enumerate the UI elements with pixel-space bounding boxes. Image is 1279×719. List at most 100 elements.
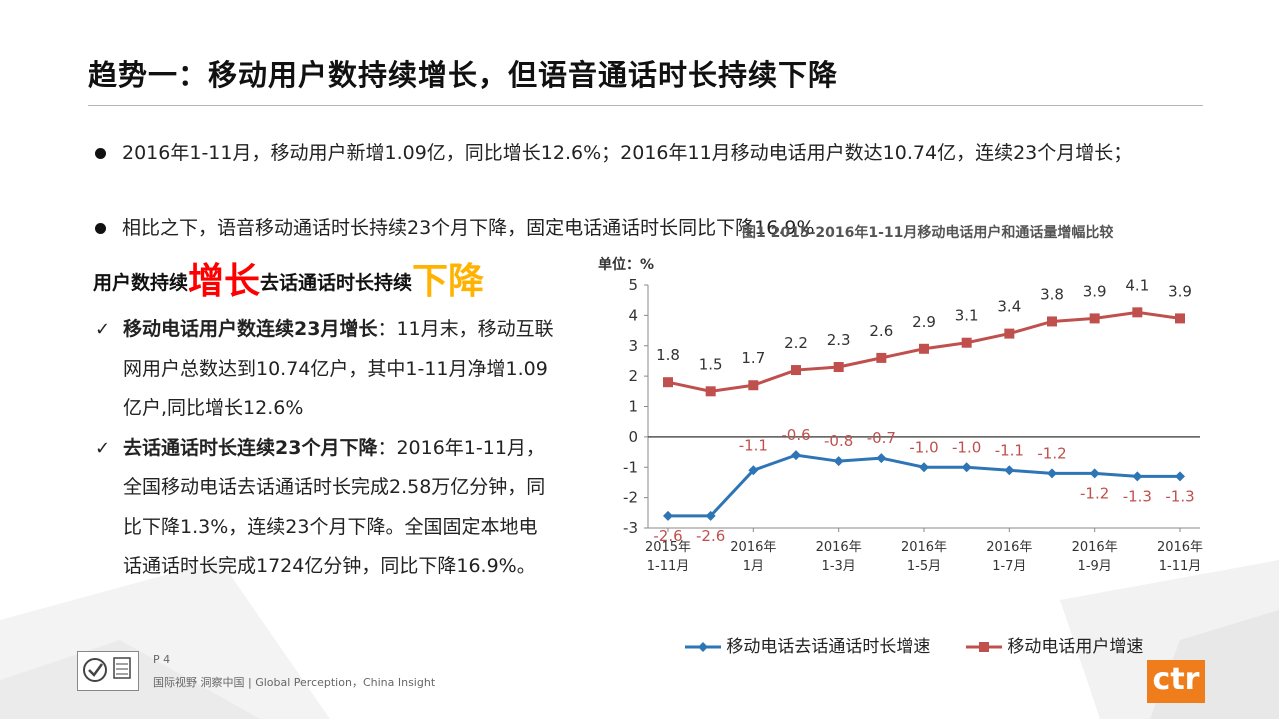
footer-slogan: 国际视野 洞察中国 | Global Perception，China Insi… [153,676,436,689]
data-label: -2.6 [696,527,725,545]
red-point [791,365,801,376]
x-tick-label: 2016年 [1072,540,1118,555]
data-label: -0.8 [824,432,853,450]
blue-point [1132,471,1143,482]
headline-part3: 去话通话时长持续 [260,272,413,294]
blue-point [791,450,801,461]
y-tick-label: -1 [623,458,638,476]
legend-item-blue: 移动电话去话通话时长增速 [685,632,930,657]
blue-point [833,456,844,467]
data-label: 2.9 [912,313,936,331]
blue-point [748,465,759,476]
ctr-logo: ctr [1147,660,1205,703]
x-tick-label: 2016年 [901,540,947,555]
red-point [748,380,759,391]
y-tick-label: 4 [628,306,638,324]
data-label: -0.7 [867,429,896,447]
red-point [1004,328,1015,339]
bullet-dot-icon [95,223,106,234]
blue-point [663,510,673,521]
line-chart: 单位：% 5 4 3 2 1 0 -1 -2 -3 2015年 1-11月 2016年 1月 2016年 1-… [598,256,1203,574]
red-point [919,343,929,354]
blue-point [1089,468,1100,479]
check-lead: 去话通话时长连续23个月下降 [123,436,378,459]
legend-label: 移动电话用户增速 [1007,637,1144,657]
blue-point [1175,471,1185,482]
x-tick-label: 1-9月 [1078,559,1112,574]
x-tick-label: 1-7月 [992,559,1026,574]
title-divider [88,105,1203,106]
check-lead: 移动电话用户数连续23月增长 [123,318,378,340]
data-label: -1.2 [1037,444,1066,462]
data-label: 2.2 [784,334,808,352]
y-tick-label: 3 [628,337,638,355]
blue-point [1047,468,1057,479]
bullet-text: 2016年1-11月，移动用户新增1.09亿，同比增长12.6%；2016年11… [122,142,1133,164]
certification-logo [77,651,139,691]
red-point [1089,313,1100,324]
y-axis-label: 单位：% [598,256,654,273]
data-label: 3.4 [997,298,1021,316]
data-label: 2.6 [869,322,893,340]
data-label: -1.2 [1080,484,1109,502]
data-label: -2.6 [653,527,682,545]
blue-point [961,462,972,473]
x-tick-label: 1月 [743,559,764,574]
check-list: ✓ 移动电话用户数连续23月增长：11月末，移动互联网用户总数达到10.74亿户… [95,310,555,587]
headline-decline: 下降 [412,261,485,302]
red-point [1047,316,1057,327]
x-tick-label: 2015年 [645,540,691,555]
checkmark-icon: ✓ [95,319,111,340]
x-tick-label: 1-11月 [1159,559,1202,574]
data-label: -1.1 [739,436,768,454]
legend-label: 移动电话去话通话时长增速 [726,637,931,657]
bullet-item: 2016年1-11月，移动用户新增1.09亿，同比增长12.6%；2016年11… [95,135,1175,171]
data-label: -1.0 [909,438,938,456]
data-label: -1.1 [995,441,1024,459]
red-point [876,352,887,363]
x-tick-label: 1-3月 [822,559,856,574]
data-label: 3.9 [1168,282,1192,300]
x-tick-label: 2016年 [986,540,1032,555]
y-tick-label: -3 [623,519,638,537]
data-label: 3.9 [1083,282,1107,300]
data-label: -1.0 [952,438,981,456]
data-label: 3.1 [955,307,979,325]
y-tick-label: -2 [623,489,638,507]
data-label: 4.1 [1125,276,1149,294]
x-tick-label: 1-5月 [907,559,941,574]
x-tick-label: 2016年 [816,540,862,555]
x-tick-label: 2016年 [730,540,776,555]
headline-growth: 增长 [188,261,261,302]
red-point [961,337,972,348]
y-tick-label: 2 [628,367,638,385]
y-tick-label: 1 [628,398,638,416]
data-label: 1.7 [741,349,765,367]
bullet-text: 相比之下，语音移动通话时长持续23个月下降，固定电话通话时长同比下降16.9% [122,217,815,239]
page-number: P 4 [153,653,171,666]
legend-item-red: 移动电话用户增速 [966,632,1143,657]
data-label: 1.5 [699,355,723,373]
y-tick-label: 0 [628,428,638,446]
checkmark-icon: ✓ [95,437,111,459]
data-label: 1.8 [656,346,680,364]
blue-point [919,462,929,473]
check-item: ✓ 去话通话时长连续23个月下降：2016年1-11月，全国移动电话去话通话时长… [95,429,555,587]
bullet-item: 相比之下，语音移动通话时长持续23个月下降，固定电话通话时长同比下降16.9% [95,210,1175,246]
data-label: -0.6 [781,426,810,444]
data-label: 3.8 [1040,285,1064,303]
data-label: -1.3 [1123,487,1152,505]
red-point [705,386,716,397]
page-title: 趋势一：移动用户数持续增长，但语音通话时长持续下降 [88,58,839,92]
red-point [1132,307,1143,318]
data-label: 2.3 [827,331,851,349]
blue-point [1004,465,1015,476]
headline: 用户数持续增长去话通话时长持续下降 [93,252,484,304]
chart-title: 图1 2015-2016年1-11月移动电话用户和通话量增幅比较 [742,225,1114,241]
headline-part1: 用户数持续 [93,272,189,294]
data-label: -1.3 [1165,487,1194,505]
legend-red-marker-icon [966,642,1002,652]
red-point [663,377,673,388]
red-point [833,362,844,373]
bullet-dot-icon [95,148,106,159]
